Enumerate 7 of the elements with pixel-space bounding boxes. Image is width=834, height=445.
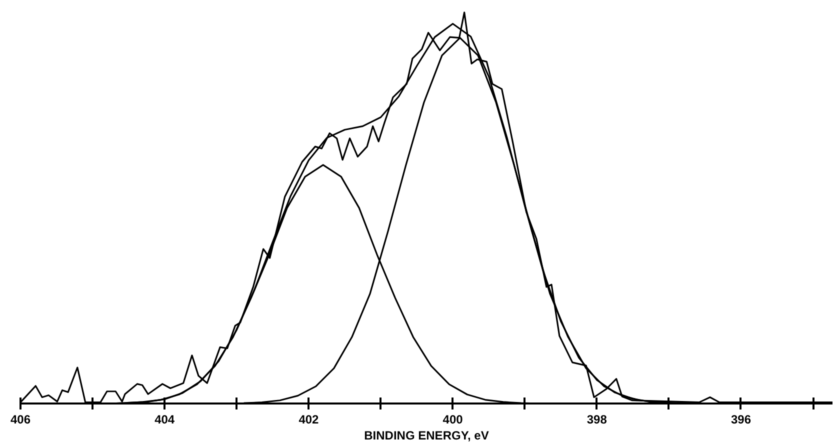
x-tick-label: 402 — [298, 412, 320, 426]
x-tick-label: 396 — [730, 412, 752, 426]
x-tick-label: 406 — [10, 412, 31, 426]
x-tick-label: 400 — [442, 412, 464, 426]
x-axis-title: BINDING ENERGY, eV — [364, 428, 489, 442]
x-tick-label: 404 — [154, 412, 175, 426]
x-tick-label: 398 — [586, 412, 608, 426]
